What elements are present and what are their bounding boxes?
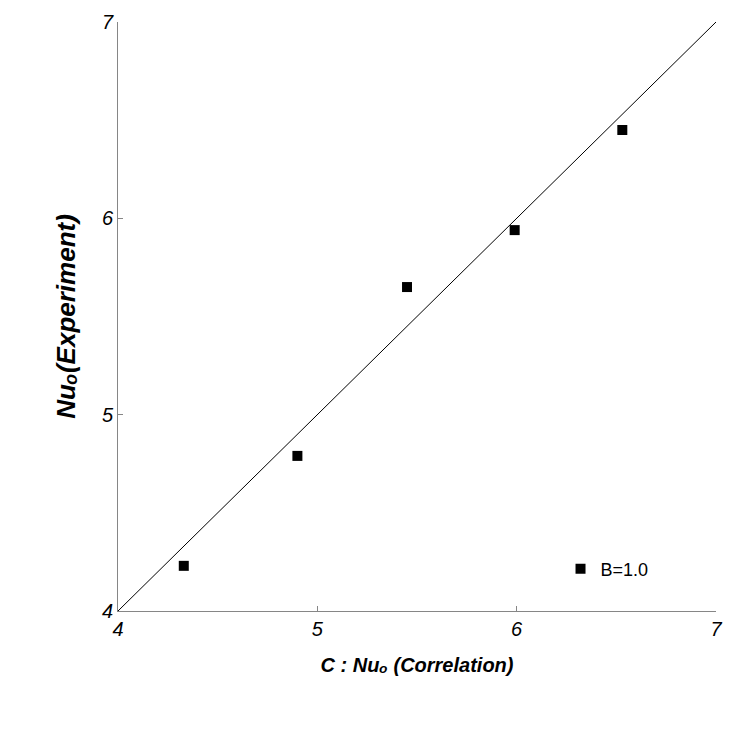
svg-text:5: 5 bbox=[102, 404, 114, 426]
svg-text:5: 5 bbox=[312, 618, 324, 640]
svg-text:7: 7 bbox=[102, 11, 114, 33]
svg-text:4: 4 bbox=[102, 600, 113, 622]
svg-text:B=1.0: B=1.0 bbox=[601, 560, 649, 580]
svg-text:4: 4 bbox=[112, 618, 123, 640]
svg-text:6: 6 bbox=[102, 207, 114, 229]
svg-text:7: 7 bbox=[710, 618, 722, 640]
svg-text:6: 6 bbox=[511, 618, 523, 640]
svg-text:Nuₒ(Experiment): Nuₒ(Experiment) bbox=[51, 214, 81, 419]
svg-text:C : Nuₒ (Correlation): C : Nuₒ (Correlation) bbox=[321, 654, 514, 676]
